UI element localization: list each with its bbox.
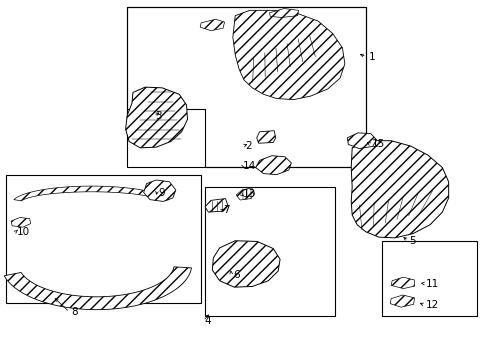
Polygon shape — [14, 186, 169, 201]
Text: 4: 4 — [204, 316, 211, 326]
Text: 7: 7 — [223, 205, 230, 215]
Polygon shape — [233, 10, 345, 100]
Text: 15: 15 — [372, 139, 385, 149]
Polygon shape — [257, 131, 276, 143]
Polygon shape — [347, 133, 376, 149]
Text: 9: 9 — [158, 188, 165, 198]
Polygon shape — [200, 19, 224, 31]
Polygon shape — [256, 156, 291, 175]
Polygon shape — [4, 267, 192, 310]
Polygon shape — [236, 188, 255, 200]
Polygon shape — [391, 277, 415, 289]
Bar — [382, 241, 477, 316]
Polygon shape — [125, 87, 188, 148]
Text: 12: 12 — [426, 300, 440, 310]
Bar — [127, 7, 366, 167]
Text: 1: 1 — [369, 52, 376, 62]
Polygon shape — [11, 217, 30, 227]
Bar — [6, 175, 201, 303]
Polygon shape — [351, 141, 449, 238]
Text: 6: 6 — [233, 270, 240, 280]
Text: 13: 13 — [243, 189, 256, 199]
Text: 2: 2 — [245, 141, 252, 151]
Text: 11: 11 — [426, 279, 440, 289]
Bar — [204, 187, 335, 316]
Polygon shape — [205, 199, 228, 212]
Polygon shape — [212, 241, 280, 287]
Text: 5: 5 — [410, 236, 416, 246]
Polygon shape — [270, 9, 298, 18]
Text: 10: 10 — [17, 227, 30, 237]
Text: 8: 8 — [71, 307, 78, 317]
Polygon shape — [144, 180, 176, 202]
Text: 14: 14 — [243, 161, 256, 171]
Polygon shape — [390, 295, 415, 307]
Text: 3: 3 — [155, 111, 162, 121]
